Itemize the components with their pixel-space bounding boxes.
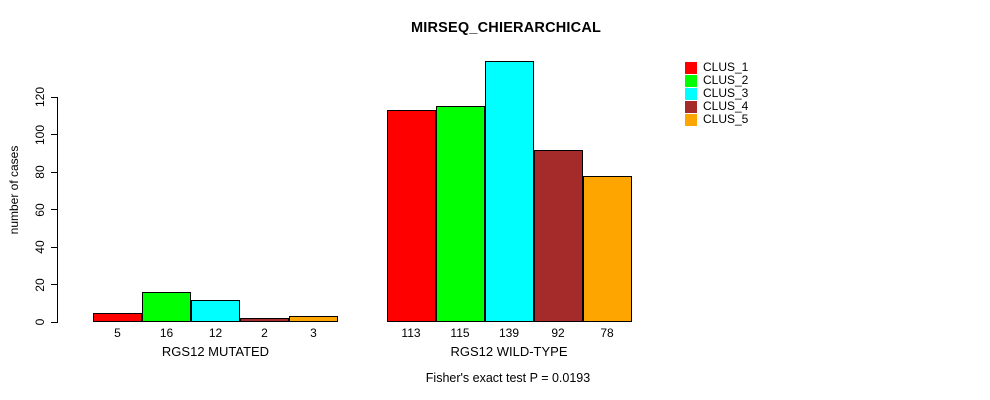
y-tick-label: 40 xyxy=(33,240,47,254)
y-tick xyxy=(51,171,58,173)
bar-value-label: 5 xyxy=(114,326,121,340)
y-tick xyxy=(51,134,58,135)
bar-clus_4-wild-type xyxy=(533,149,583,322)
legend: CLUS_1 CLUS_2 CLUS_3 CLUS_4 CLUS_5 xyxy=(685,61,748,126)
legend-swatch-icon xyxy=(685,113,697,126)
legend-item: CLUS_3 xyxy=(685,87,748,100)
y-tick xyxy=(51,246,58,248)
y-tick xyxy=(51,321,58,323)
bar-clus_2-wild-type xyxy=(435,106,485,322)
bar-clus_1-wild-type xyxy=(386,110,436,322)
bar-clus_5-wild-type xyxy=(582,175,632,322)
chart-title: MIRSEQ_CHIERARCHICAL xyxy=(410,20,602,36)
legend-item: CLUS_4 xyxy=(685,100,748,113)
legend-swatch-icon xyxy=(685,61,697,74)
legend-swatch-icon xyxy=(685,87,697,100)
bar-clus_2-mutated xyxy=(142,292,191,322)
y-tick-label: 80 xyxy=(33,165,47,179)
y-tick xyxy=(51,209,58,210)
legend-label: CLUS_2 xyxy=(703,73,749,87)
bar-clus_3-wild-type xyxy=(484,61,534,322)
legend-label: CLUS_3 xyxy=(703,86,749,100)
legend-label: CLUS_4 xyxy=(703,99,749,113)
y-axis-line xyxy=(57,97,58,323)
bar-value-label: 2 xyxy=(261,326,268,340)
y-tick-label: 20 xyxy=(33,277,47,292)
y-tick-label: 120 xyxy=(33,86,47,108)
bar-clus_5-mutated xyxy=(289,316,338,322)
legend-swatch-icon xyxy=(685,74,697,87)
bar-value-label: 3 xyxy=(310,326,317,340)
y-axis-title: number of cases xyxy=(7,145,21,235)
legend-label: CLUS_5 xyxy=(703,112,749,126)
legend-label: CLUS_1 xyxy=(703,60,749,74)
y-tick-label: 100 xyxy=(33,124,47,145)
legend-item: CLUS_1 xyxy=(685,61,748,74)
bar-value-label: 78 xyxy=(600,326,614,340)
legend-item: CLUS_2 xyxy=(685,74,748,87)
bar-clus_1-mutated xyxy=(93,312,142,322)
bar-clus_3-mutated xyxy=(191,299,240,322)
y-tick xyxy=(51,284,58,285)
bar-value-label: 115 xyxy=(450,326,470,340)
bar-value-label: 16 xyxy=(159,326,174,340)
category-label: RGS12 WILD-TYPE xyxy=(450,344,568,359)
bar-value-label: 92 xyxy=(551,326,565,340)
bar-value-label: 12 xyxy=(208,326,223,340)
y-tick-label: 60 xyxy=(33,202,47,217)
legend-swatch-icon xyxy=(685,100,697,113)
category-label: RGS12 MUTATED xyxy=(161,344,270,359)
bar-value-label: 139 xyxy=(498,326,520,340)
bar-clus_4-mutated xyxy=(240,318,289,322)
annotation-text: Fisher's exact test P = 0.0193 xyxy=(425,371,591,385)
y-tick xyxy=(51,96,58,98)
legend-item: CLUS_5 xyxy=(685,113,748,126)
y-tick-label: 0 xyxy=(33,318,47,326)
bar-value-label: 113 xyxy=(401,326,421,340)
